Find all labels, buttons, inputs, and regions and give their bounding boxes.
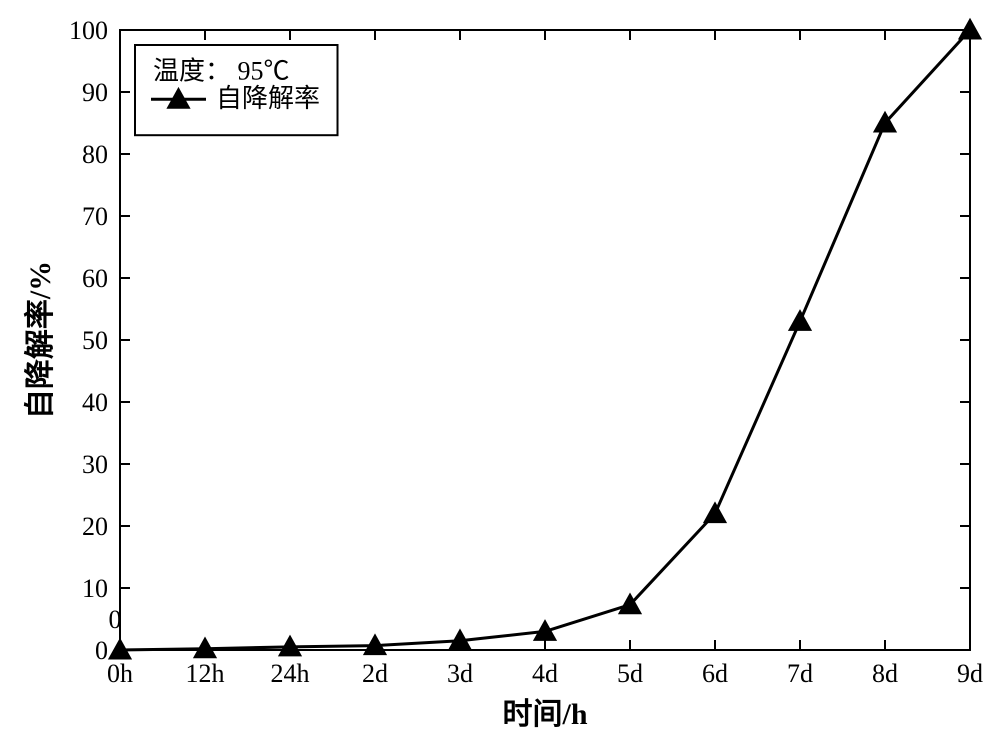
y-tick-label: 60 — [82, 264, 108, 293]
y-tick-label: 10 — [82, 574, 108, 603]
x-tick-label: 12h — [186, 659, 225, 688]
x-tick-label: 2d — [362, 659, 388, 688]
line-chart: 0h12h24h2d3d4d5d6d7d8d9d时间/h010203040506… — [0, 0, 1000, 754]
y-tick-label: 70 — [82, 202, 108, 231]
y-tick-label: 30 — [82, 450, 108, 479]
legend-line-1: 温度： 95℃ — [153, 57, 290, 86]
y-tick-label: 0 — [95, 636, 108, 665]
legend-line-2: 自降解率 — [216, 84, 320, 113]
x-tick-label: 0h — [107, 659, 133, 688]
y-tick-label: 90 — [82, 78, 108, 107]
y-tick-label: 80 — [82, 140, 108, 169]
y-tick-label: 20 — [82, 512, 108, 541]
y-axis-title: 自降解率/% — [24, 261, 57, 419]
legend: 温度： 95℃自降解率 — [135, 45, 338, 135]
x-axis-title: 时间/h — [502, 698, 587, 731]
x-tick-label: 7d — [787, 659, 813, 688]
y-tick-label: 100 — [69, 16, 108, 45]
point-annotation: 0 — [109, 605, 122, 634]
x-tick-label: 9d — [957, 659, 983, 688]
x-tick-label: 6d — [702, 659, 728, 688]
y-tick-label: 50 — [82, 326, 108, 355]
x-tick-label: 5d — [617, 659, 643, 688]
x-tick-label: 4d — [532, 659, 558, 688]
x-tick-label: 24h — [271, 659, 310, 688]
x-tick-label: 8d — [872, 659, 898, 688]
x-tick-label: 3d — [447, 659, 473, 688]
y-tick-label: 40 — [82, 388, 108, 417]
chart-container: 0h12h24h2d3d4d5d6d7d8d9d时间/h010203040506… — [0, 0, 1000, 754]
